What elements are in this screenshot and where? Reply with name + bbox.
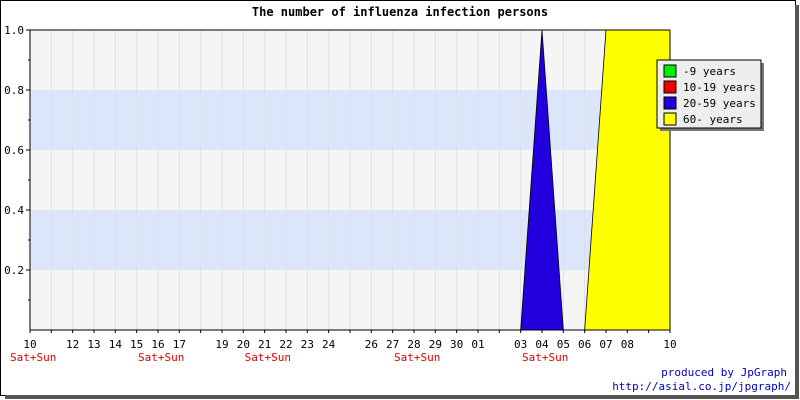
x-tick-label: 27 [386,338,399,351]
legend: -9 years 10-19 years 20-59 years 60- years [656,59,764,131]
legend-label: 20-59 years [683,97,756,110]
frame-shadow-bottom [5,395,799,399]
x-tick-label: 06 [578,338,591,351]
x-tick-label: 28 [407,338,420,351]
x-tick-label: 29 [429,338,442,351]
weekend-label: Sat+Sun [245,351,291,364]
y-tick-label: 0.2 [4,264,24,277]
x-tick-label: 10 [663,338,676,351]
y-tick-label: 0.4 [4,204,24,217]
x-tick-label: 01 [471,338,484,351]
x-tick-label: 22 [279,338,292,351]
legend-swatch [663,112,677,126]
x-tick-label: 07 [599,338,612,351]
legend-swatch [663,64,677,78]
legend-label: 60- years [683,113,743,126]
x-tick-label: 05 [557,338,570,351]
x-axis: 10 12 13 14 15 16 17 19 20 21 22 23 24 26 27 28 29 30 01 03… [10,330,677,364]
y-tick-label: 0.6 [4,144,24,157]
x-tick-label: 30 [450,338,463,351]
x-tick-label: 04 [535,338,549,351]
weekend-label: Sat+Sun [10,351,56,364]
x-tick-label: 13 [87,338,100,351]
y-tick-label: 1.0 [4,24,24,37]
credit-line-1: produced by JpGraph [661,366,787,379]
credit-link[interactable]: http://asial.co.jp/jpgraph/ [612,380,791,393]
x-tick-label: 26 [365,338,378,351]
x-tick-label: 17 [173,338,186,351]
x-tick-label: 03 [514,338,527,351]
x-tick-label: 23 [301,338,314,351]
x-tick-label: 20 [237,338,250,351]
x-tick-label: 16 [151,338,164,351]
x-tick-label: 15 [130,338,143,351]
weekend-label: Sat+Sun [522,351,568,364]
y-axis: 0.2 0.4 0.6 0.8 1.0 [4,24,30,301]
chart-title: The number of influenza infection person… [252,5,548,19]
legend-swatch [663,80,677,94]
x-tick-label: 21 [258,338,271,351]
x-tick-label: 10 [23,338,36,351]
x-tick-label: 12 [66,338,79,351]
y-tick-label: 0.8 [4,84,24,97]
legend-label: 10-19 years [683,81,756,94]
x-tick-label: 24 [322,338,336,351]
x-tick-label: 14 [109,338,123,351]
x-tick-label: 19 [215,338,228,351]
frame-shadow-right [795,5,799,399]
weekend-label: Sat+Sun [394,351,440,364]
plot-area [29,29,671,331]
legend-swatch [663,96,677,110]
credit-line-2[interactable]: http://asial.co.jp/jpgraph/ [612,380,791,393]
legend-label: -9 years [683,65,736,78]
x-tick-label: 08 [621,338,634,351]
weekend-label: Sat+Sun [138,351,184,364]
